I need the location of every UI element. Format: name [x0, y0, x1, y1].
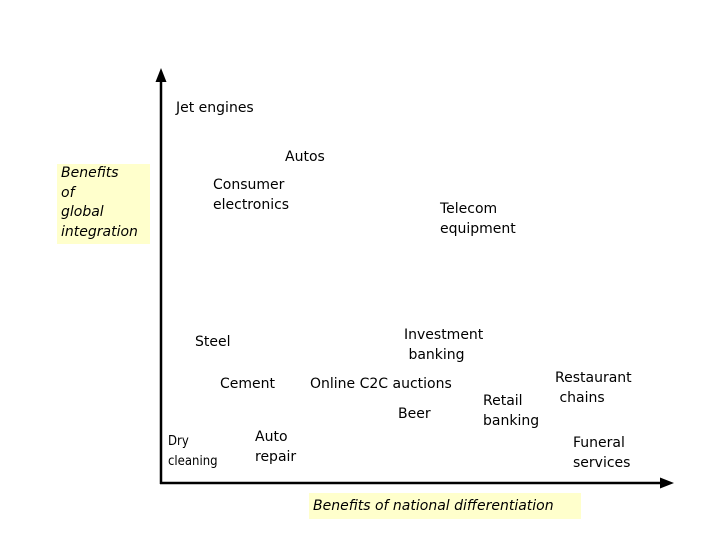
label-restaurant-chains: Restaurant chains — [555, 370, 632, 406]
label-dry-cleaning: Dry cleaning — [168, 434, 218, 469]
label-retail-banking: Retail banking — [483, 393, 540, 429]
label-autos: Autos — [285, 149, 325, 165]
label-telecom-equipment: Telecom equipment — [440, 201, 516, 237]
label-jet-engines: Jet engines — [176, 100, 254, 116]
y-axis-label: Benefits of global integration — [57, 164, 150, 244]
label-investment-banking: Investment banking — [404, 327, 484, 363]
label-auto-repair: Auto repair — [255, 429, 297, 465]
label-online-c2c-auctions: Online C2C auctions — [310, 376, 452, 392]
label-cement: Cement — [220, 376, 276, 392]
label-funeral-services: Funeral services — [573, 435, 631, 471]
label-steel: Steel — [195, 334, 231, 350]
x-axis-label: Benefits of national differentiation — [309, 493, 581, 519]
x-axis-arrowhead — [660, 477, 674, 489]
label-consumer-electronics: Consumer electronics — [213, 177, 290, 213]
label-beer: Beer — [398, 406, 431, 422]
y-axis-arrowhead — [155, 68, 167, 82]
